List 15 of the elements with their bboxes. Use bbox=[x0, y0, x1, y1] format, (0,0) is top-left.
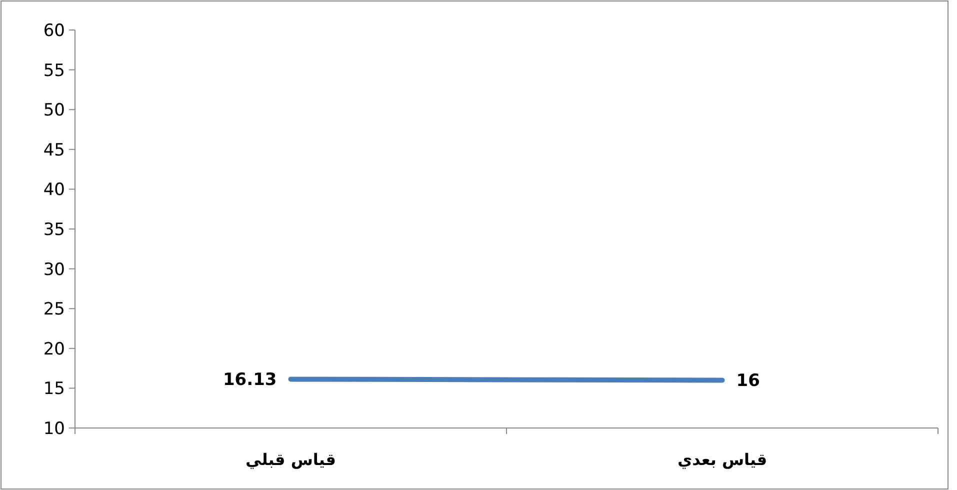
y-tick-label: 50 bbox=[43, 100, 65, 121]
y-tick-label: 30 bbox=[43, 260, 65, 280]
y-tick-label: 45 bbox=[43, 140, 65, 160]
y-tick-label: 25 bbox=[43, 300, 65, 320]
y-tick-label: 60 bbox=[43, 21, 65, 41]
y-tick-label: 35 bbox=[43, 220, 65, 240]
y-tick-label: 40 bbox=[43, 180, 65, 200]
x-tick-label: قياس بعدي bbox=[677, 450, 768, 469]
y-tick-label: 20 bbox=[43, 339, 65, 360]
y-tick-label: 55 bbox=[43, 60, 65, 81]
data-label: 16.13 bbox=[222, 370, 277, 390]
y-tick-label: 15 bbox=[43, 379, 65, 400]
x-tick-label: قياس قبلي bbox=[246, 450, 336, 469]
y-tick-label: 10 bbox=[43, 419, 65, 439]
data-label: 16 bbox=[736, 371, 760, 392]
